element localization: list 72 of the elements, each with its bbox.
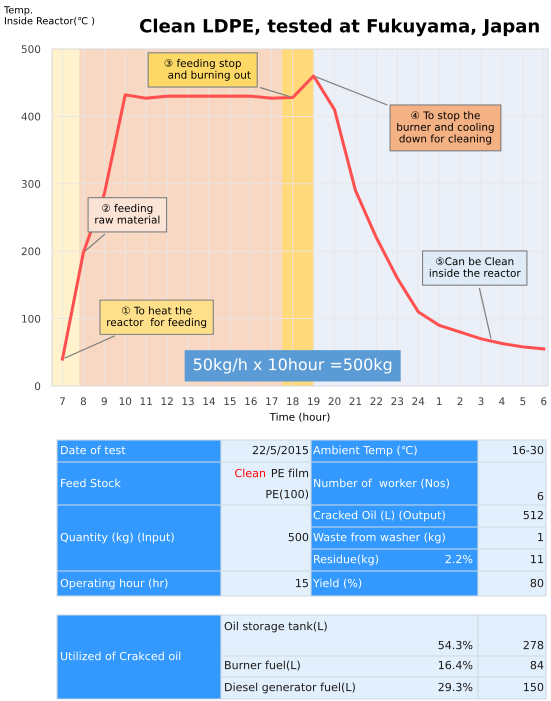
x-tick-label: 9 <box>102 397 107 406</box>
y-axis-title: Temp. Inside Reactor(℃ ) <box>4 6 94 26</box>
annotation: ③ feeding stop and burning out <box>164 59 251 81</box>
y-tick-label: 300 <box>22 180 40 188</box>
annotation: ① To heat the reactor for feeding <box>107 306 206 328</box>
text: 16-30 <box>512 446 544 454</box>
text: Burner fuel(L) <box>225 660 300 671</box>
y-tick-label: 400 <box>22 112 40 121</box>
x-tick-label: 14 <box>203 397 216 406</box>
text: 84 <box>530 660 544 670</box>
text: 11 <box>531 554 543 564</box>
text: 2.2% <box>446 554 472 564</box>
text: Oil storage tank(L) <box>224 622 327 632</box>
y-tick-label: 500 <box>22 45 40 54</box>
x-tick-label: 24 <box>412 397 424 406</box>
chart-title: Clean LDPE, tested at Fukuyama, Japan <box>140 18 539 36</box>
text: Quantity (kg) (Input) <box>60 532 174 544</box>
y-tick-label: 0 <box>34 382 40 390</box>
x-tick-label: 20 <box>328 397 340 406</box>
text: 15 <box>296 578 308 588</box>
x-tick-label: 2 <box>458 397 462 406</box>
x-axis-title: Time (hour) <box>270 412 330 422</box>
text: 22/5/2015 <box>252 446 308 456</box>
text: PE film <box>272 468 308 478</box>
x-tick-label: 21 <box>350 397 362 406</box>
annotation: ② feeding raw material <box>95 204 160 224</box>
x-tick-label: 6 <box>541 397 546 406</box>
text: PE(100) <box>266 490 308 500</box>
y-tick-label: 100 <box>22 314 40 323</box>
text: 278 <box>524 640 544 650</box>
text: Operating hour (hr) <box>60 578 168 590</box>
text: Cracked Oil (L) (Output) <box>314 510 445 522</box>
text: 500 <box>288 532 308 542</box>
x-tick-label: 4 <box>499 397 505 406</box>
y-tick-label: 200 <box>22 247 40 256</box>
x-tick-label: 11 <box>140 397 152 406</box>
x-tick-label: 1 <box>437 397 442 406</box>
x-tick-label: 18 <box>287 397 299 406</box>
text: 512 <box>524 510 543 520</box>
annotation: ④ To stop the burner and cooling down for cleaning <box>397 111 494 145</box>
text: 29.3% <box>438 682 472 692</box>
text: Yield (%) <box>312 578 362 589</box>
x-tick-label: 10 <box>120 397 132 406</box>
annotation: ⑤Can be Clean inside the reactor <box>430 257 521 277</box>
x-tick-label: 7 <box>60 397 65 406</box>
text: Clean <box>235 468 266 478</box>
text: Residue(kg) <box>314 554 378 566</box>
text: 54.3% <box>438 640 472 650</box>
annotation: 50kg/h x 10hour =500kg <box>194 358 392 374</box>
x-tick-label: 19 <box>308 397 320 406</box>
text: Diesel generator fuel(L) <box>225 682 355 694</box>
x-tick-label: 8 <box>80 397 86 406</box>
text: Date of test <box>61 446 126 454</box>
x-tick-label: 17 <box>266 397 278 406</box>
text: Utilized of Crakced oil <box>60 652 180 660</box>
text: Waste from washer (kg) <box>313 532 445 544</box>
text: 150 <box>524 682 544 692</box>
text: Feed Stock <box>61 478 121 488</box>
x-tick-label: 13 <box>182 397 194 406</box>
text: Ambient Temp (℃) <box>313 446 417 456</box>
x-tick-label: 15 <box>224 397 236 406</box>
text: 6 <box>538 492 544 500</box>
x-tick-label: 3 <box>478 397 484 406</box>
text: 80 <box>530 578 544 588</box>
text: Number of worker (Nos) <box>314 478 449 489</box>
x-tick-label: 23 <box>391 397 404 406</box>
x-tick-label: 12 <box>162 397 173 406</box>
x-tick-label: 16 <box>245 397 257 406</box>
text: 16.4% <box>438 660 472 670</box>
x-tick-label: 5 <box>520 397 526 406</box>
x-tick-label: 22 <box>370 397 382 406</box>
text: 1 <box>538 532 543 542</box>
